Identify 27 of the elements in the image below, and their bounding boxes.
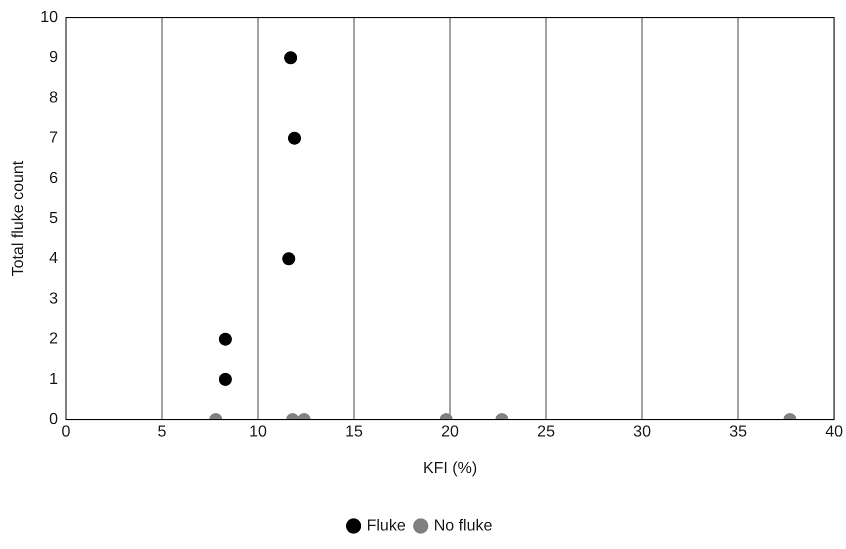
y-tick-label: 1 (49, 370, 58, 388)
y-axis-title: Total fluke count (10, 160, 28, 276)
point (288, 132, 302, 145)
y-tick-label: 7 (49, 130, 58, 147)
x-tick-label: 35 (729, 424, 748, 441)
y-tick-label: 8 (49, 89, 58, 106)
y-tick-label: 2 (49, 330, 58, 348)
y-tick-label: 5 (49, 210, 58, 228)
x-tick-label: 40 (825, 424, 844, 441)
point (282, 252, 296, 266)
x-tick-label: 0 (62, 424, 71, 441)
point (284, 51, 298, 64)
y-tick-label: 0 (49, 411, 58, 428)
x-tick-label: 25 (537, 424, 556, 441)
y-tick-label: 10 (40, 9, 58, 26)
x-axis-title: KFI (%) (422, 460, 478, 477)
x-tick-label: 20 (441, 424, 460, 441)
legend-label: Fluke (366, 517, 406, 534)
x-tick-label: 15 (345, 424, 364, 441)
y-tick-label: 6 (49, 170, 58, 187)
y-tick-label: 9 (49, 49, 58, 66)
y-tick-label: 3 (49, 290, 58, 308)
y-tick-label: 4 (49, 250, 58, 268)
x-tick-label: 30 (633, 424, 652, 441)
x-tick-label: 10 (249, 424, 268, 441)
x-tick-label: 5 (158, 424, 167, 441)
legend-label: No fluke (434, 517, 493, 534)
